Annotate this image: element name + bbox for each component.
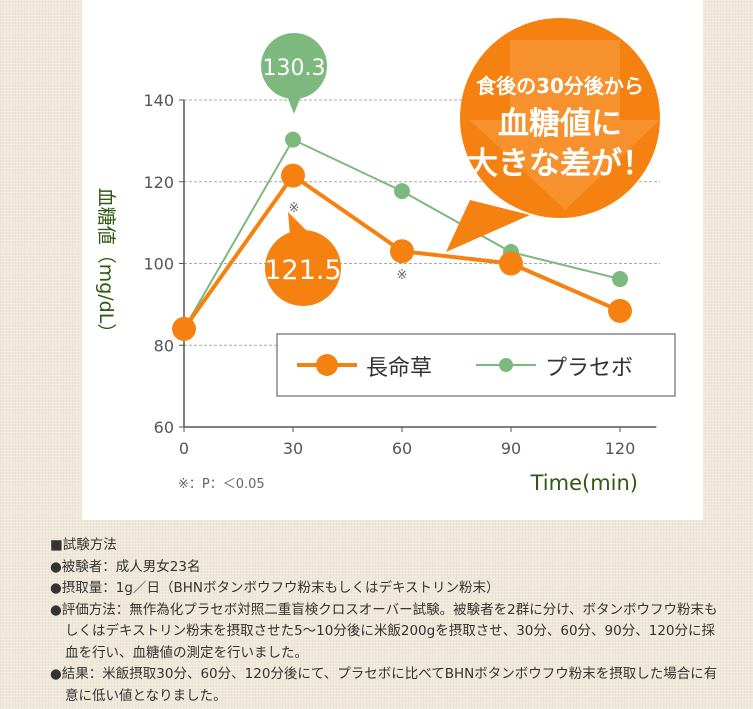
chogusa-peak-label: 121.5 [264, 255, 341, 286]
legend-label-placebo: プラセボ [545, 356, 633, 381]
footnote: ※：P：＜0.05 [178, 477, 265, 492]
chogusa-peak-callout: 121.5 [264, 212, 342, 306]
x-axis-label: Time(min) [530, 471, 638, 495]
significance-mark-30: ※ [289, 201, 300, 216]
y-tick-label: 80 [154, 336, 174, 355]
data-point-placebo [612, 271, 628, 288]
data-point-placebo [285, 131, 301, 148]
data-point-placebo [394, 183, 410, 200]
significance-mark-60: ※ [397, 268, 408, 283]
bubble-line-2: 血糖値に [498, 106, 622, 142]
x-tick-label: 0 [179, 439, 189, 458]
legend-marker-chogusa [316, 354, 338, 376]
note-item: ●被験者：成人男女23名 [50, 558, 201, 575]
y-tick-label: 140 [143, 91, 174, 110]
placebo-peak-callout: 130.3 [261, 33, 327, 114]
bubble-line-1: 食後の30分後から [476, 74, 644, 98]
y-axis-label: 血糖値（mg/dL） [95, 188, 117, 343]
legend-label-chogusa: 長命草 [366, 356, 432, 381]
y-tick-label: 60 [154, 418, 174, 437]
y-tick-label: 100 [143, 255, 174, 274]
bubble-line-3: 大きな差が！ [467, 146, 653, 182]
legend: 長命草 プラセボ [276, 333, 676, 397]
y-tick-label: 120 [143, 173, 174, 192]
x-tick-label: 120 [605, 439, 636, 458]
notes-heading: ■試験方法 [50, 537, 117, 553]
data-point-chogusa [172, 316, 196, 341]
test-method-notes: ■試験方法 ●被験者：成人男女23名 ●摂取量：1g／日（BHNボタンボウフウ粉… [50, 535, 720, 707]
legend-marker-placebo [499, 358, 513, 372]
data-point-chogusa [499, 251, 523, 276]
data-point-chogusa [390, 239, 414, 264]
x-tick-label: 60 [392, 439, 412, 458]
placebo-peak-label: 130.3 [263, 56, 326, 81]
note-item: ●結果：米飯摂取30分、60分、120分後にて、プラセボに比べてBHNボタンボウ… [50, 666, 718, 704]
note-item: ●摂取量：1g／日（BHNボタンボウフウ粉末もしくはデキストリン粉末） [50, 580, 500, 596]
data-point-chogusa [608, 298, 632, 323]
x-tick-label: 90 [501, 439, 521, 458]
message-bubble: 食後の30分後から 血糖値に 大きな差が！ [446, 18, 660, 252]
data-point-chogusa [281, 163, 305, 188]
note-item: ●評価方法：無作為化プラセボ対照二重盲検クロスオーバー試験。被験者を2群に分け、… [50, 601, 718, 661]
x-tick-label: 30 [283, 439, 303, 458]
